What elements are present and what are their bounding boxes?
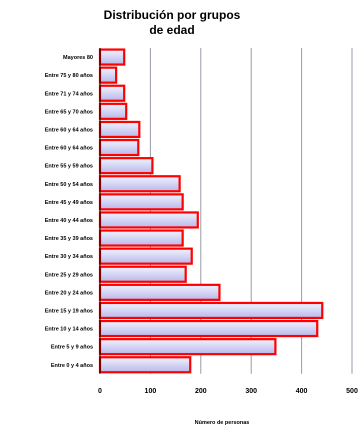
bar — [98, 319, 319, 338]
category-label: Entre 0 y 4 años — [51, 363, 93, 369]
bars — [98, 48, 324, 374]
bar — [98, 175, 181, 193]
category-label: Entre 55 y 59 años — [45, 164, 93, 170]
bar — [98, 193, 184, 211]
category-labels: Mayores 80 Entre 75 y 80 años Entre 71 y 7… — [45, 55, 93, 369]
bar — [98, 229, 184, 247]
category-label: Entre 60 y 64 años — [45, 127, 93, 133]
x-tick-label: 100 — [145, 388, 157, 395]
category-label: Entre 75 y 80 años — [45, 73, 93, 79]
category-label: Entre 35 y 39 años — [45, 236, 93, 242]
bar — [98, 301, 324, 320]
x-tick-label: 300 — [245, 388, 257, 395]
bar — [98, 283, 221, 301]
bar — [98, 157, 154, 175]
bar — [98, 338, 277, 356]
category-label: Entre 45 y 49 años — [45, 200, 93, 206]
category-label: Entre 50 y 54 años — [45, 182, 93, 188]
category-label: Entre 15 y 19 años — [45, 308, 93, 314]
bar — [98, 138, 140, 157]
category-label: Entre 30 y 34 años — [45, 254, 93, 260]
category-label: Entre 60 y 64 años — [45, 146, 93, 152]
category-label: Entre 10 y 14 años — [45, 327, 93, 333]
bar — [98, 84, 126, 102]
x-axis-label: Número de personas — [195, 420, 250, 426]
category-label: Entre 40 y 44 años — [45, 218, 93, 224]
bar — [98, 265, 187, 283]
bar — [98, 247, 193, 265]
chart-title-line-1: Distribución por grupos — [104, 8, 241, 22]
x-tick-label: 200 — [195, 388, 207, 395]
category-label: Entre 20 y 24 años — [45, 290, 93, 296]
category-label: Entre 25 y 29 años — [45, 272, 93, 278]
bar — [98, 120, 141, 139]
bar — [98, 66, 118, 84]
category-label: Entre 65 y 70 años — [45, 109, 93, 115]
category-label: Entre 71 y 74 años — [45, 91, 93, 97]
category-label: Mayores 80 — [63, 55, 93, 61]
category-label: Entre 5 y 9 años — [51, 345, 93, 351]
bar — [98, 211, 199, 229]
x-tick-label: 400 — [296, 388, 308, 395]
chart-title-line-2: de edad — [149, 23, 194, 37]
x-tick-label: 0 — [98, 388, 102, 395]
x-tick-labels: 0 100 200 300 400 500 — [98, 388, 358, 395]
x-tick-label: 500 — [346, 388, 358, 395]
bar — [98, 48, 126, 66]
bar — [98, 356, 192, 374]
gridlines — [149, 48, 353, 374]
bar — [98, 102, 128, 120]
